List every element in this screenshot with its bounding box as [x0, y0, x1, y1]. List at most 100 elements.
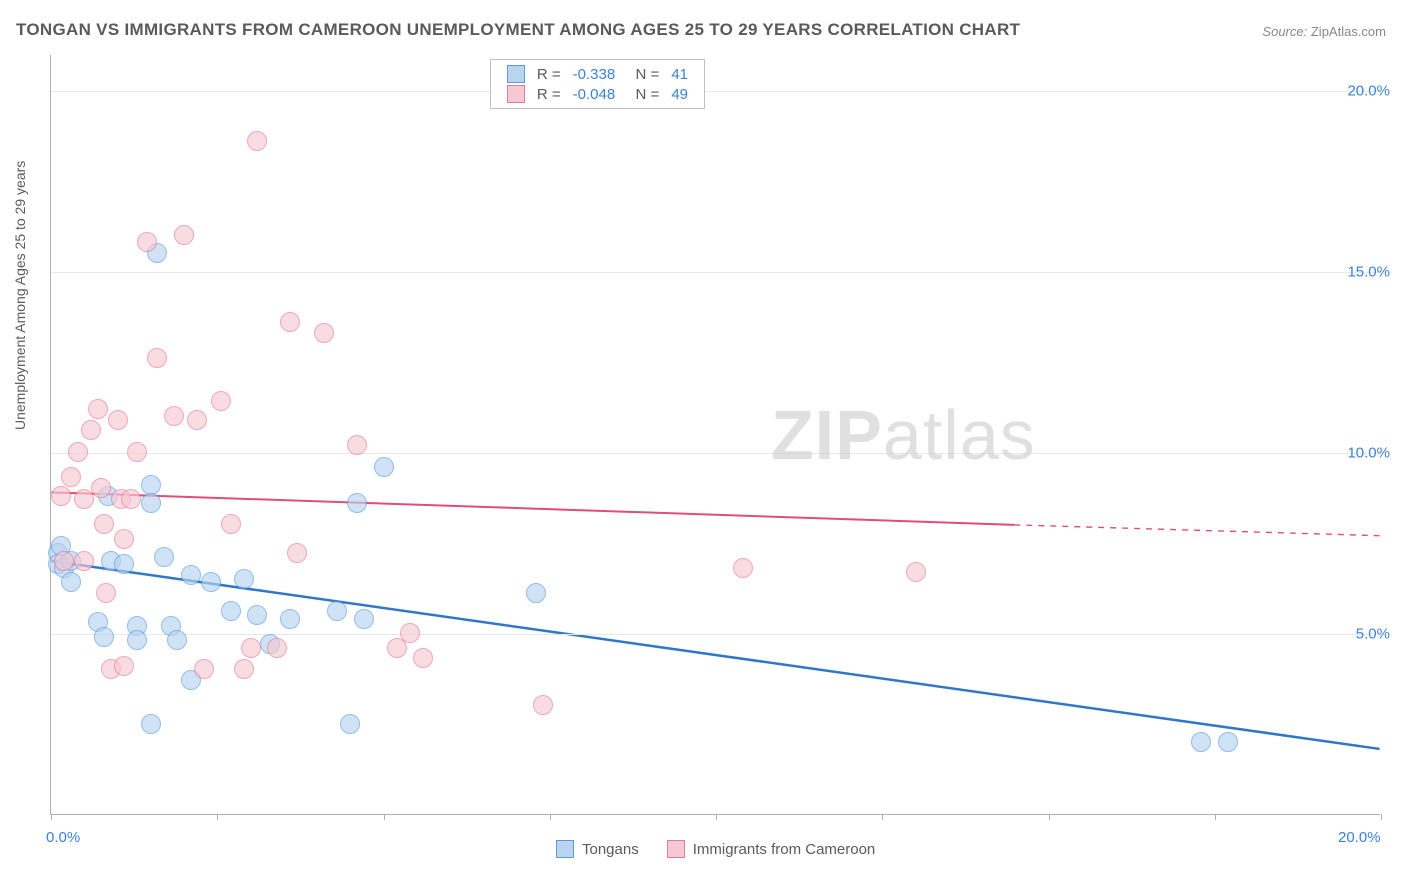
- source-label: Source:: [1262, 24, 1307, 39]
- scatter-point-cameroon: [247, 131, 267, 151]
- scatter-point-tongans: [1191, 732, 1211, 752]
- y-tick-label: 5.0%: [1356, 626, 1390, 643]
- scatter-point-tongans: [340, 714, 360, 734]
- legend-swatch-tongans: [507, 65, 525, 83]
- scatter-point-tongans: [61, 572, 81, 592]
- scatter-point-tongans: [234, 569, 254, 589]
- scatter-point-cameroon: [533, 695, 553, 715]
- scatter-point-tongans: [280, 609, 300, 629]
- scatter-point-cameroon: [347, 435, 367, 455]
- scatter-point-cameroon: [91, 478, 111, 498]
- scatter-point-cameroon: [211, 391, 231, 411]
- source-value: ZipAtlas.com: [1311, 24, 1386, 39]
- stat-label-r: R =: [531, 84, 567, 104]
- scatter-point-tongans: [247, 605, 267, 625]
- x-tick: [1381, 814, 1382, 820]
- trend-lines-layer: [51, 55, 1380, 814]
- scatter-point-cameroon: [906, 562, 926, 582]
- scatter-point-tongans: [221, 601, 241, 621]
- scatter-point-cameroon: [127, 442, 147, 462]
- scatter-point-cameroon: [221, 514, 241, 534]
- scatter-point-cameroon: [174, 225, 194, 245]
- stat-value-n-cameroon: 49: [665, 84, 694, 104]
- scatter-point-tongans: [167, 630, 187, 650]
- series-legend: Tongans Immigrants from Cameroon: [556, 840, 875, 858]
- legend-label-tongans: Tongans: [582, 841, 639, 858]
- gridline-h: [51, 272, 1380, 273]
- scatter-point-cameroon: [241, 638, 261, 658]
- scatter-point-tongans: [1218, 732, 1238, 752]
- stat-label-n: N =: [621, 64, 665, 84]
- scatter-point-tongans: [141, 475, 161, 495]
- gridline-h: [51, 453, 1380, 454]
- plot-area: ZIPatlasR =-0.338 N =41R =-0.048 N =49To…: [50, 55, 1380, 815]
- x-tick: [384, 814, 385, 820]
- scatter-point-cameroon: [314, 323, 334, 343]
- x-tick: [1215, 814, 1216, 820]
- scatter-point-tongans: [141, 493, 161, 513]
- stat-label-n: N =: [621, 84, 665, 104]
- x-tick-label: 20.0%: [1338, 829, 1381, 846]
- scatter-point-tongans: [141, 714, 161, 734]
- scatter-point-cameroon: [54, 551, 74, 571]
- gridline-h: [51, 634, 1380, 635]
- scatter-point-cameroon: [61, 467, 81, 487]
- x-tick: [1049, 814, 1050, 820]
- legend-item-cameroon: Immigrants from Cameroon: [667, 840, 876, 858]
- scatter-point-tongans: [181, 565, 201, 585]
- scatter-point-tongans: [374, 457, 394, 477]
- legend-item-tongans: Tongans: [556, 840, 639, 858]
- scatter-point-cameroon: [51, 486, 71, 506]
- y-tick-label: 20.0%: [1347, 83, 1390, 100]
- scatter-point-tongans: [127, 630, 147, 650]
- scatter-point-cameroon: [187, 410, 207, 430]
- legend-swatch-cameroon: [507, 85, 525, 103]
- gridline-h: [51, 91, 1380, 92]
- scatter-point-cameroon: [287, 543, 307, 563]
- scatter-point-tongans: [347, 493, 367, 513]
- scatter-point-cameroon: [114, 529, 134, 549]
- source-citation: Source: ZipAtlas.com: [1262, 24, 1386, 39]
- scatter-point-cameroon: [137, 232, 157, 252]
- watermark: ZIPatlas: [771, 395, 1036, 475]
- trendline-cameroon-dashed: [1014, 525, 1379, 536]
- scatter-point-tongans: [114, 554, 134, 574]
- stat-label-r: R =: [531, 64, 567, 84]
- scatter-point-cameroon: [194, 659, 214, 679]
- x-tick: [550, 814, 551, 820]
- scatter-point-cameroon: [96, 583, 116, 603]
- x-tick-label: 0.0%: [46, 829, 80, 846]
- trendline-cameroon: [51, 492, 1014, 525]
- scatter-point-cameroon: [733, 558, 753, 578]
- scatter-point-tongans: [327, 601, 347, 621]
- scatter-point-cameroon: [114, 656, 134, 676]
- scatter-point-cameroon: [267, 638, 287, 658]
- scatter-point-cameroon: [74, 551, 94, 571]
- stat-value-r-cameroon: -0.048: [567, 84, 622, 104]
- scatter-point-tongans: [154, 547, 174, 567]
- scatter-point-cameroon: [413, 648, 433, 668]
- x-tick: [217, 814, 218, 820]
- chart-title: TONGAN VS IMMIGRANTS FROM CAMEROON UNEMP…: [16, 20, 1020, 40]
- x-tick: [51, 814, 52, 820]
- scatter-point-cameroon: [88, 399, 108, 419]
- y-axis-label: Unemployment Among Ages 25 to 29 years: [12, 161, 28, 430]
- scatter-point-cameroon: [108, 410, 128, 430]
- stat-value-n-tongans: 41: [665, 64, 694, 84]
- stat-value-r-tongans: -0.338: [567, 64, 622, 84]
- legend-swatch-cameroon: [667, 840, 685, 858]
- scatter-point-cameroon: [164, 406, 184, 426]
- scatter-point-tongans: [201, 572, 221, 592]
- scatter-point-cameroon: [94, 514, 114, 534]
- x-tick: [882, 814, 883, 820]
- scatter-point-cameroon: [68, 442, 88, 462]
- scatter-point-cameroon: [81, 420, 101, 440]
- scatter-point-cameroon: [121, 489, 141, 509]
- stats-legend: R =-0.338 N =41 R =-0.048 N =49: [490, 59, 705, 109]
- legend-label-cameroon: Immigrants from Cameroon: [693, 841, 876, 858]
- scatter-point-tongans: [94, 627, 114, 647]
- scatter-point-cameroon: [147, 348, 167, 368]
- scatter-point-cameroon: [234, 659, 254, 679]
- y-tick-label: 15.0%: [1347, 264, 1390, 281]
- x-tick: [716, 814, 717, 820]
